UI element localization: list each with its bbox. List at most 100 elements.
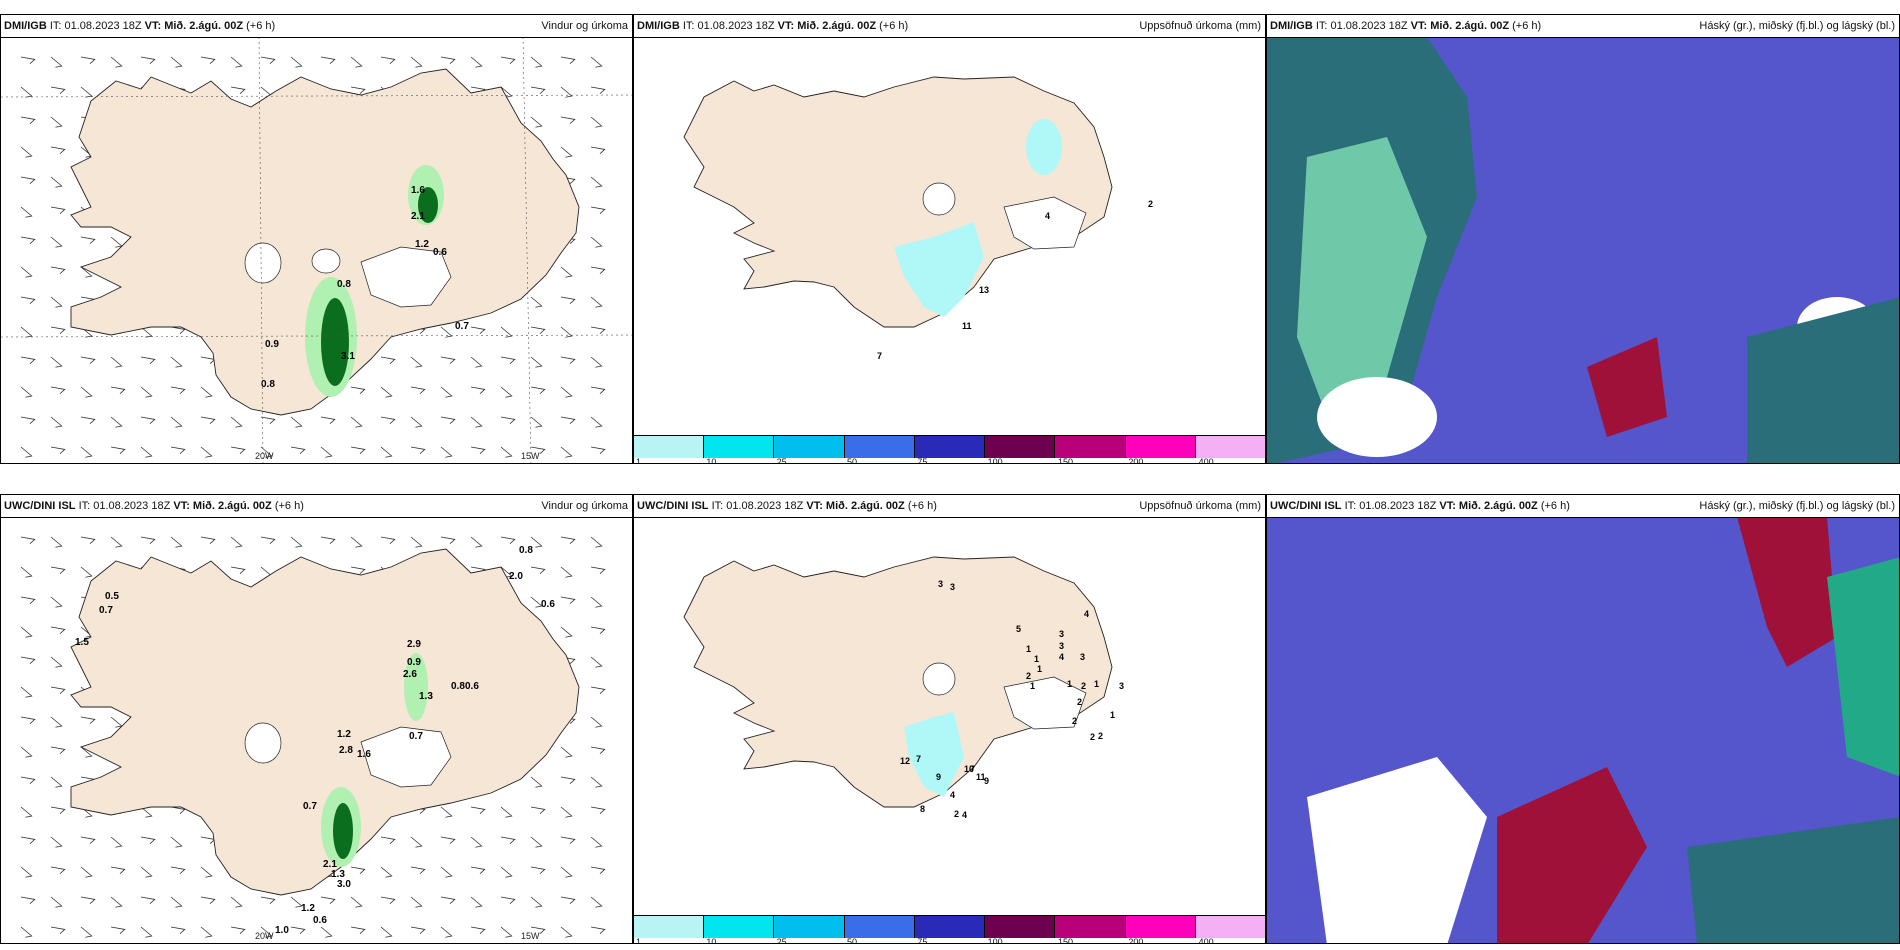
colorbar-label: 10 [706, 937, 717, 944]
wind-barb [530, 86, 546, 94]
wind-barb [20, 146, 33, 158]
precip-label: 0.8 [519, 545, 533, 556]
panel-title: Uppsöfnuð úrkoma (mm) [1139, 20, 1261, 32]
precip-label: 2 [954, 809, 959, 819]
wind-barb [20, 356, 36, 364]
wind-barb [470, 56, 483, 68]
glacier-vatnajokull [360, 246, 452, 308]
precip-core [333, 803, 353, 859]
wind-barb [110, 386, 126, 394]
wind-barb [200, 416, 216, 424]
wind-barb [140, 836, 156, 844]
init-time: IT: 01.08.2023 18Z [1315, 20, 1408, 32]
wind-barb [590, 416, 603, 428]
wind-barb [80, 236, 96, 244]
colorbar-segment [844, 436, 915, 458]
wind-barb [590, 716, 603, 728]
precip-label: 1 [1094, 679, 1099, 689]
colorbar-label: 75 [917, 457, 928, 464]
wind-barb [140, 446, 153, 458]
colorbar-segment [1195, 436, 1265, 458]
wind-barb [500, 536, 516, 544]
wind-barb [590, 596, 603, 608]
wind-barb [170, 836, 183, 848]
wind-barb [50, 926, 66, 934]
wind-barb [560, 806, 573, 818]
precip-label: 0.7 [303, 801, 317, 812]
lon-line [522, 37, 532, 463]
wind-barb [590, 656, 603, 668]
wind-barb [260, 536, 276, 544]
colorbar-segment [774, 436, 845, 458]
wind-barb [50, 566, 66, 574]
wind-barb [380, 356, 396, 364]
precip-label: 3.1 [341, 351, 355, 362]
colorbar-label: 10 [706, 457, 717, 464]
colorbar-label: 150 [1058, 937, 1074, 944]
cloud-low-area [1497, 767, 1647, 943]
accum-area [894, 222, 984, 317]
lon-label: 20W [255, 451, 274, 461]
lead-time: (+6 h) [907, 500, 937, 512]
wind-barb [20, 386, 33, 398]
wind-barb [410, 836, 423, 848]
wind-barb [20, 836, 36, 844]
wind-barb [50, 146, 66, 154]
colorbar-label: 400 [1198, 937, 1214, 944]
wind-barb [230, 536, 243, 548]
valid-time-label: VT: [777, 20, 795, 32]
precip-label: 4 [1059, 652, 1064, 662]
precip-label: 7 [970, 764, 975, 774]
wind-barb [20, 116, 36, 124]
wind-barb [320, 896, 336, 904]
wind-barb [500, 86, 513, 98]
lead-time: (+6 h) [274, 500, 304, 512]
precip-label: 0.6 [465, 681, 479, 692]
wind-barb [140, 416, 156, 424]
wind-barb [20, 416, 36, 424]
wind-barb [200, 536, 216, 544]
precip-label: 0.5 [105, 591, 119, 602]
wind-barb [110, 356, 123, 368]
panel-header: DMI/IGB IT: 01.08.2023 18Z VT: Mið. 2.ág… [1267, 15, 1899, 38]
wind-barb [50, 596, 63, 608]
colorbar-segment [1055, 436, 1126, 458]
valid-time-label: VT: [1439, 500, 1456, 512]
valid-time-label: VT: [1410, 20, 1428, 32]
wind-barb [590, 176, 603, 188]
wind-barb [470, 416, 483, 428]
precip-label: 1 [1030, 681, 1035, 691]
wind-barb [590, 86, 606, 94]
precip-label: 3 [950, 582, 955, 592]
wind-barb [560, 746, 573, 758]
wind-barb [500, 806, 513, 818]
cloud-high-area [1747, 297, 1899, 463]
wind-barb [500, 386, 513, 398]
accum-area [1026, 119, 1062, 175]
precip-label: 0.8 [261, 379, 275, 390]
wind-barb [20, 326, 33, 338]
wind-barb [590, 266, 606, 274]
precip-label: 2 [1148, 199, 1153, 209]
wind-barb [380, 896, 396, 904]
wind-barb [560, 146, 573, 158]
wind-barb [20, 776, 36, 784]
wind-barb [470, 896, 483, 908]
precip-label: 1.5 [75, 637, 89, 648]
wind-barb [500, 926, 513, 938]
wind-barb [200, 836, 216, 844]
precip-label: 3 [1059, 629, 1064, 639]
wind-barb [560, 926, 573, 938]
glacier-vatnajokull [360, 726, 452, 788]
wind-barb [560, 56, 576, 64]
wind-barb [20, 56, 36, 64]
wind-barb [80, 86, 93, 98]
precip-label: 7 [877, 351, 882, 361]
wind-barb [290, 536, 303, 548]
wind-barb [530, 326, 546, 334]
wind-barb [20, 176, 36, 184]
cloud-green-band [1687, 817, 1899, 943]
valid-time: Mið. 2.ágú. 00Z [825, 500, 905, 512]
wind-barb [230, 416, 243, 428]
init-time: IT: 01.08.2023 18Z [1344, 500, 1437, 512]
